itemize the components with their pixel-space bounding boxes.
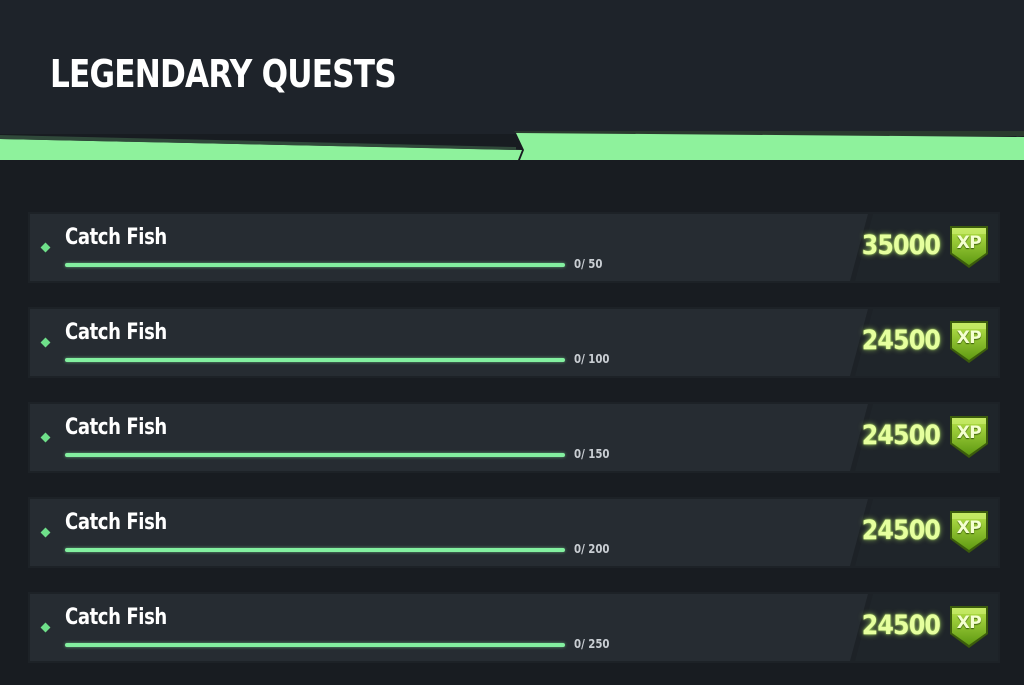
quest-row[interactable]: Catch Fish 0/50 35000 xyxy=(28,212,1000,283)
quests-header: LEGENDARY QUESTS xyxy=(0,0,1024,160)
quest-name: Catch Fish xyxy=(65,225,167,250)
quest-name: Catch Fish xyxy=(65,415,167,440)
xp-badge-icon: XP xyxy=(946,414,992,460)
xp-badge-label: XP xyxy=(956,423,982,443)
quest-row[interactable]: Catch Fish 0/100 24500 xyxy=(28,307,1000,378)
header-banner xyxy=(0,0,1024,160)
quest-row[interactable]: Catch Fish 0/250 24500 xyxy=(28,592,1000,663)
xp-badge-label: XP xyxy=(956,328,982,348)
progress-target: 150 xyxy=(588,447,610,461)
xp-badge-label: XP xyxy=(956,233,982,253)
progress-bar xyxy=(65,548,565,552)
quest-name: Catch Fish xyxy=(65,510,167,535)
quest-row-panel xyxy=(28,402,1000,473)
progress-bar xyxy=(65,643,565,647)
xp-reward-value: 24500 xyxy=(861,610,941,641)
progress-separator: / xyxy=(581,542,585,556)
progress-current: 0 xyxy=(574,447,582,461)
progress-count: 0/250 xyxy=(574,637,610,651)
xp-reward-value: 24500 xyxy=(861,420,941,451)
quest-row-panel xyxy=(28,497,1000,568)
progress-bar xyxy=(65,453,565,457)
progress-separator: / xyxy=(581,257,585,271)
accent-stripe-right xyxy=(516,133,1024,160)
xp-badge-icon: XP xyxy=(946,509,992,555)
progress-current: 0 xyxy=(574,257,582,271)
quest-name: Catch Fish xyxy=(65,605,167,630)
progress-count: 0/100 xyxy=(574,352,610,366)
progress-target: 200 xyxy=(588,542,610,556)
quest-list: Catch Fish 0/50 35000 xyxy=(28,212,1000,685)
quest-row-panel xyxy=(28,592,1000,663)
quest-row-panel xyxy=(28,307,1000,378)
progress-bar-fill xyxy=(65,263,565,267)
progress-bar-fill xyxy=(65,453,565,457)
progress-current: 0 xyxy=(574,542,582,556)
xp-badge-icon: XP xyxy=(946,224,992,270)
progress-bar xyxy=(65,263,565,267)
progress-bar-fill xyxy=(65,548,565,552)
quest-name: Catch Fish xyxy=(65,320,167,345)
quest-row[interactable]: Catch Fish 0/150 24500 xyxy=(28,402,1000,473)
progress-target: 250 xyxy=(588,637,610,651)
progress-bar xyxy=(65,358,565,362)
xp-reward-value: 35000 xyxy=(861,230,941,261)
xp-badge-icon: XP xyxy=(946,604,992,650)
progress-count: 0/200 xyxy=(574,542,610,556)
xp-badge-icon: XP xyxy=(946,319,992,365)
xp-badge-label: XP xyxy=(956,613,982,633)
progress-separator: / xyxy=(581,637,585,651)
accent-stripe-left xyxy=(0,139,522,160)
progress-count: 0/50 xyxy=(574,257,602,271)
progress-current: 0 xyxy=(574,352,582,366)
quest-row[interactable]: Catch Fish 0/200 24500 xyxy=(28,497,1000,568)
xp-badge-label: XP xyxy=(956,518,982,538)
page-title: LEGENDARY QUESTS xyxy=(50,52,397,96)
progress-count: 0/150 xyxy=(574,447,610,461)
progress-bar-fill xyxy=(65,643,565,647)
progress-bar-fill xyxy=(65,358,565,362)
progress-target: 50 xyxy=(588,257,603,271)
progress-separator: / xyxy=(581,447,585,461)
xp-reward-value: 24500 xyxy=(861,325,941,356)
progress-current: 0 xyxy=(574,637,582,651)
quest-row-panel xyxy=(28,212,1000,283)
progress-target: 100 xyxy=(588,352,610,366)
xp-reward-value: 24500 xyxy=(861,515,941,546)
progress-separator: / xyxy=(581,352,585,366)
